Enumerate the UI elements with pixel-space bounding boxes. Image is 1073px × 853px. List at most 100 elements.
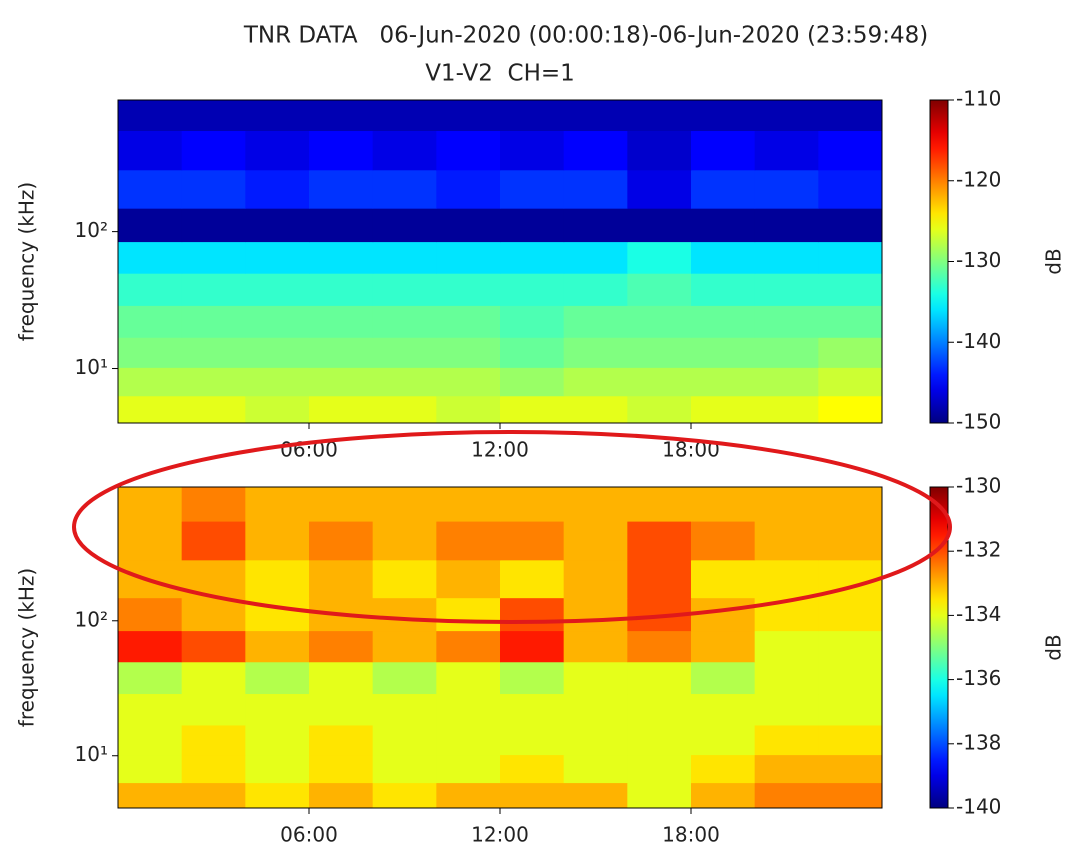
heatmap-cell <box>309 130 374 171</box>
heatmap-cell <box>563 487 628 522</box>
heatmap-cell <box>818 273 883 306</box>
heatmap-cell <box>563 395 628 424</box>
heatmap-cell <box>500 367 565 397</box>
heatmap-cell <box>436 241 501 274</box>
heatmap-cell <box>818 630 883 663</box>
heatmap-cell <box>181 754 246 784</box>
heatmap-cell <box>245 337 310 368</box>
heatmap-cell <box>372 169 437 209</box>
heatmap-cell <box>436 597 501 632</box>
heatmap-cell <box>500 630 565 663</box>
heatmap-cell <box>309 395 374 424</box>
heatmap-cell <box>818 754 883 784</box>
heatmap-cell <box>627 724 692 756</box>
heatmap-cell <box>436 487 501 522</box>
heatmap-cell <box>818 487 883 522</box>
heatmap-cell <box>309 367 374 397</box>
heatmap-cell <box>563 208 628 243</box>
heatmap-cell <box>563 169 628 209</box>
heatmap-cell <box>627 169 692 209</box>
heatmap-cell <box>372 487 437 522</box>
heatmap-cell <box>372 273 437 306</box>
heatmap-cell <box>436 782 501 809</box>
heatmap-cell <box>627 208 692 243</box>
heatmap-cell <box>627 782 692 809</box>
heatmap-cell <box>309 305 374 338</box>
y-axis-label: frequency (kHz) <box>15 182 39 341</box>
chart-subtitle: V1-V2 CH=1 <box>425 61 575 87</box>
heatmap-cell <box>118 693 183 726</box>
heatmap-cell <box>627 630 692 663</box>
heatmap-cell <box>691 782 756 809</box>
y-tick-label: 10² <box>75 607 108 631</box>
heatmap-cell <box>181 273 246 306</box>
y-axis-label: frequency (kHz) <box>15 568 39 727</box>
heatmap-cell <box>118 521 183 561</box>
heatmap-cell <box>118 305 183 338</box>
heatmap-cell <box>372 597 437 632</box>
heatmap-cell <box>754 305 819 338</box>
heatmap-cell <box>181 208 246 243</box>
heatmap-cell <box>500 395 565 424</box>
heatmap-cell <box>818 782 883 809</box>
heatmap-cell <box>245 693 310 726</box>
heatmap-cell <box>754 337 819 368</box>
heatmap-cell <box>754 754 819 784</box>
heatmap-cell <box>691 630 756 663</box>
heatmap-cell <box>436 169 501 209</box>
heatmap-cell <box>691 754 756 784</box>
heatmap-cell <box>691 521 756 561</box>
heatmap-cell <box>436 559 501 599</box>
heatmap-cell <box>818 169 883 209</box>
heatmap-cell <box>627 367 692 397</box>
heatmap-cell <box>500 241 565 274</box>
heatmap-cell <box>436 208 501 243</box>
heatmap-cell <box>372 559 437 599</box>
heatmap-cell <box>309 273 374 306</box>
y-tick-label: 10² <box>75 218 108 242</box>
heatmap-cell <box>627 100 692 132</box>
heatmap-cell <box>627 754 692 784</box>
heatmap-cell <box>436 521 501 561</box>
heatmap-cell <box>754 693 819 726</box>
heatmap-cell <box>181 693 246 726</box>
colorbar-tick-label: -130 <box>956 474 1001 498</box>
highlight-ellipse <box>72 430 952 624</box>
heatmap-cell <box>372 724 437 756</box>
heatmap-cell <box>818 208 883 243</box>
heatmap-cell <box>754 724 819 756</box>
heatmap-cell <box>691 559 756 599</box>
heatmap-cell <box>691 130 756 171</box>
heatmap-cell <box>436 337 501 368</box>
heatmap-cell <box>818 305 883 338</box>
heatmap-cell <box>309 241 374 274</box>
heatmap-cell <box>500 782 565 809</box>
heatmap-cell <box>245 661 310 695</box>
heatmap-cell <box>372 305 437 338</box>
heatmap-cell <box>118 273 183 306</box>
heatmap-cell <box>691 367 756 397</box>
heatmap-cell <box>245 630 310 663</box>
chart-title: TNR DATA 06-Jun-2020 (00:00:18)-06-Jun-2… <box>243 23 928 49</box>
heatmap-cell <box>500 661 565 695</box>
heatmap-cell <box>181 367 246 397</box>
heatmap-cell <box>691 305 756 338</box>
heatmap-cell <box>691 169 756 209</box>
heatmap-cell <box>372 661 437 695</box>
colorbar-tick-label: -130 <box>956 248 1001 272</box>
heatmap-cell <box>436 100 501 132</box>
colorbar-tick-label: -138 <box>956 730 1001 754</box>
heatmap-cell <box>754 130 819 171</box>
heatmap-cell <box>309 169 374 209</box>
heatmap-cell <box>118 597 183 632</box>
heatmap-cell <box>245 305 310 338</box>
heatmap-cell <box>181 305 246 338</box>
colorbar-tick-label: -140 <box>956 329 1001 353</box>
heatmap-cell <box>563 724 628 756</box>
heatmap-cell <box>245 100 310 132</box>
heatmap-cell <box>372 367 437 397</box>
heatmap-cell <box>818 100 883 132</box>
heatmap-cell <box>754 661 819 695</box>
heatmap-cell <box>309 100 374 132</box>
